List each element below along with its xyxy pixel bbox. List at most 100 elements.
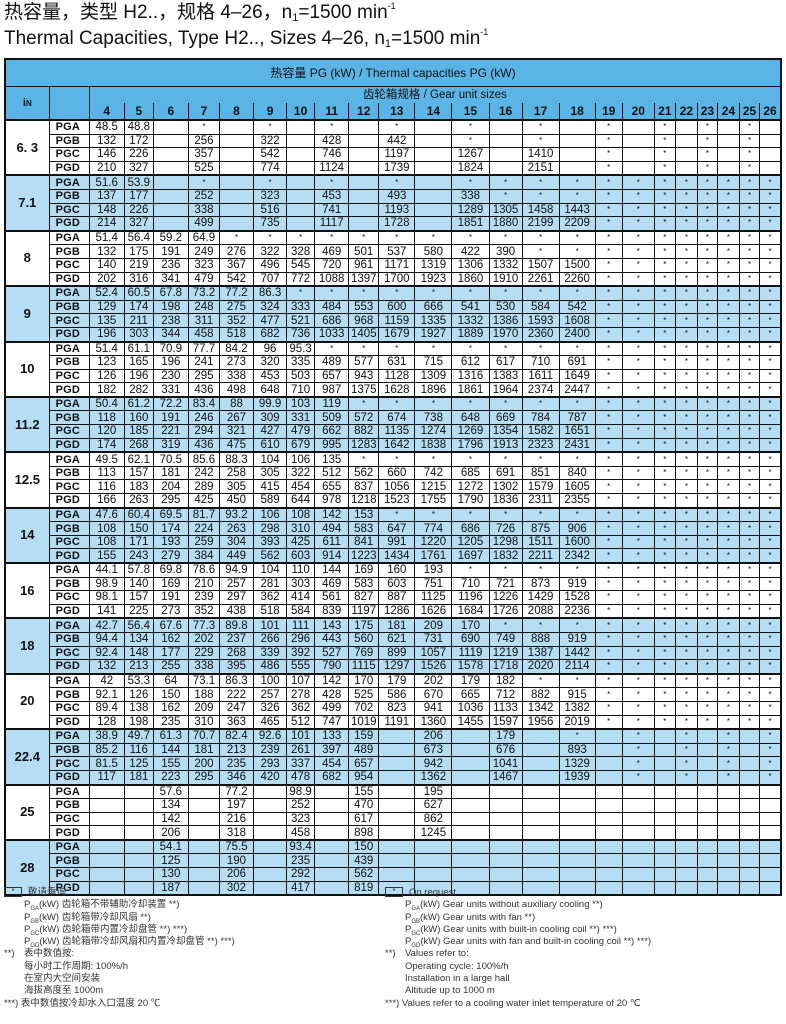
table-row: 22.4 PGA 38.9 49.7 61.3 70.7 82.4 92.6 101 133 159… xyxy=(4,728,782,786)
value-cell xyxy=(488,825,523,841)
on-request-cell: * xyxy=(716,465,741,481)
value-cell: 295 xyxy=(152,493,189,509)
value-cell: 583 xyxy=(348,521,380,536)
on-request-cell: * xyxy=(674,271,698,287)
on-request-cell: * xyxy=(594,465,623,481)
on-request-cell: * xyxy=(674,603,698,619)
on-request-cell: * xyxy=(621,313,655,328)
value-cell: 51.6 xyxy=(88,174,125,190)
value-cell: 995 xyxy=(314,437,350,453)
on-request-cell: * xyxy=(621,548,655,564)
value-cell xyxy=(558,160,596,176)
value-cell: 237 xyxy=(218,631,255,647)
on-request-cell: * xyxy=(674,410,698,426)
on-request-cell: * xyxy=(696,202,718,218)
on-request-cell: * xyxy=(716,382,741,398)
value-cell: 819 xyxy=(348,880,380,896)
value-cell: 48.8 xyxy=(123,118,154,135)
footnote-conditions: **) 表中数值按: xyxy=(4,948,75,960)
value-cell: 1245 xyxy=(414,825,453,841)
value-cell: 769 xyxy=(348,645,380,661)
on-request-cell: * xyxy=(696,714,718,730)
value-cell: 235 xyxy=(218,756,255,771)
value-cell xyxy=(521,798,560,813)
value-cell: 682 xyxy=(314,769,350,786)
value-cell: 50.4 xyxy=(88,395,125,412)
value-cell: 2019 xyxy=(558,714,596,730)
on-request-cell: * xyxy=(696,465,718,481)
value-cell: 224 xyxy=(187,521,220,536)
value-cell: 126 xyxy=(88,368,125,384)
value-cell xyxy=(152,133,189,149)
value-cell: 691 xyxy=(558,355,596,370)
value-cell xyxy=(759,853,782,869)
value-cell: 1332 xyxy=(488,257,523,273)
table-row: PGC 92.4 148 177 229 268 339 392 527 769 899 1057 11… xyxy=(5,645,782,661)
value-cell: 261 xyxy=(286,742,316,758)
on-request-cell: * xyxy=(594,631,623,647)
on-request-cell: * xyxy=(621,506,655,523)
value-cell: 494 xyxy=(314,521,350,536)
value-cell: 183 xyxy=(123,479,154,495)
on-request-cell: * xyxy=(738,479,761,495)
size-header-8: 8 xyxy=(218,103,255,121)
value-cell: 893 xyxy=(558,742,596,758)
value-cell xyxy=(558,853,596,869)
value-cell: 125 xyxy=(123,756,154,771)
on-request-cell: * xyxy=(621,202,655,218)
value-cell xyxy=(88,880,125,896)
value-cell: 125 xyxy=(152,853,189,869)
value-cell xyxy=(414,853,453,869)
ratio-cell: 6. 3 xyxy=(4,118,50,176)
on-request-cell: * xyxy=(674,548,698,564)
table-row: PGC 142 216 323 617 862 xyxy=(5,811,782,827)
value-cell: 669 xyxy=(488,410,523,426)
value-cell: 160 xyxy=(378,561,416,578)
value-cell: 70.9 xyxy=(152,340,189,357)
capacity-type-label: PGA xyxy=(48,174,90,190)
value-cell: 1429 xyxy=(521,590,560,605)
value-cell: 362 xyxy=(253,590,288,605)
value-cell xyxy=(716,825,741,841)
footnote-water-temperature: ***) 表中数值按冷却水入口温度 20 ℃ xyxy=(4,997,161,1009)
value-cell xyxy=(451,742,490,758)
value-cell: 479 xyxy=(286,424,316,439)
value-cell: 673 xyxy=(414,742,453,758)
value-cell: 108 xyxy=(88,521,125,536)
value-cell xyxy=(558,880,596,896)
value-cell xyxy=(738,769,761,786)
value-cell: 362 xyxy=(286,700,316,716)
value-cell: 1272 xyxy=(451,479,490,495)
capacity-type-label: PGB xyxy=(48,853,90,869)
value-cell: 991 xyxy=(378,534,416,550)
value-cell: 104 xyxy=(253,451,288,467)
capacity-type-label: PGC xyxy=(48,700,90,716)
value-cell: 425 xyxy=(286,534,316,550)
on-request-cell: * xyxy=(558,340,596,357)
on-request-cell: * xyxy=(759,216,782,232)
on-request-cell: * xyxy=(488,285,523,301)
value-cell: 98.9 xyxy=(286,783,316,800)
size-header-16: 16 xyxy=(488,103,523,121)
on-request-cell: * xyxy=(674,285,698,301)
value-cell xyxy=(674,147,698,162)
value-cell xyxy=(253,867,288,882)
value-cell xyxy=(378,783,416,800)
on-request-cell: * xyxy=(738,659,761,675)
value-cell xyxy=(594,838,623,855)
on-request-cell: * xyxy=(653,188,676,204)
value-cell: 281 xyxy=(253,576,288,592)
value-cell: 107 xyxy=(286,672,316,689)
capacity-type-label: PGA xyxy=(48,838,90,855)
table-row: PGB 85.2 116 144 181 213 239 261 397 489 673 676 893… xyxy=(5,742,782,758)
on-request-cell: * xyxy=(716,299,741,315)
value-cell xyxy=(286,118,316,135)
value-cell: 331 xyxy=(152,382,189,398)
on-request-cell: * xyxy=(488,617,523,633)
on-request-cell: * xyxy=(594,355,623,370)
value-cell: 219 xyxy=(123,257,154,273)
capacity-type-label: PGA xyxy=(48,728,90,744)
on-request-cell: * xyxy=(187,118,220,135)
value-cell: 1119 xyxy=(451,645,490,661)
value-cell: 159 xyxy=(348,728,380,744)
